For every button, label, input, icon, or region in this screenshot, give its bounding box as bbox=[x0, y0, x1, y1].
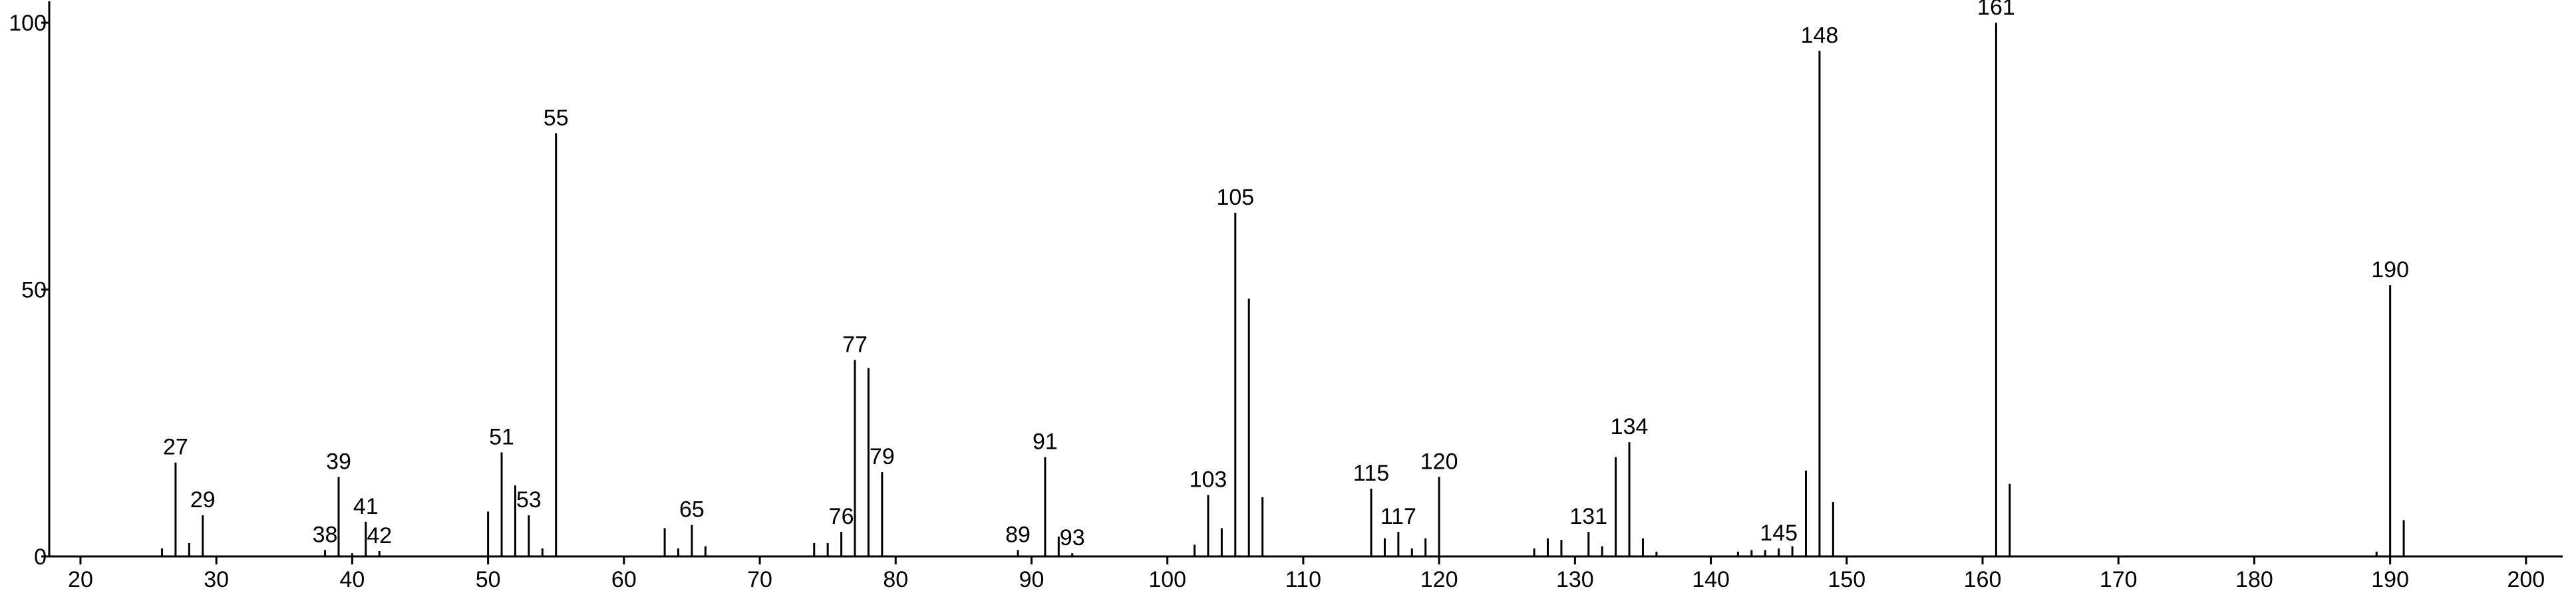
x-tick-label: 180 bbox=[2235, 567, 2273, 592]
y-tick-label: 0 bbox=[34, 544, 47, 570]
peak-label: 29 bbox=[190, 487, 216, 513]
peak-label: 190 bbox=[2371, 257, 2409, 283]
x-tick-label: 100 bbox=[1148, 567, 1186, 592]
x-tick-label: 200 bbox=[2507, 567, 2545, 592]
x-tick-label: 60 bbox=[611, 567, 637, 592]
peak-label: 41 bbox=[353, 494, 379, 519]
x-tick-label: 170 bbox=[2100, 567, 2138, 592]
x-tick-label: 30 bbox=[204, 567, 229, 592]
peak-label: 27 bbox=[163, 435, 188, 460]
x-tick-label: 50 bbox=[476, 567, 501, 592]
peak-label: 65 bbox=[679, 497, 705, 523]
x-tick-label: 140 bbox=[1692, 567, 1730, 592]
x-tick-label: 40 bbox=[339, 567, 365, 592]
peak-label: 103 bbox=[1190, 467, 1227, 493]
x-tick-label: 190 bbox=[2371, 567, 2409, 592]
x-tick-label: 20 bbox=[68, 567, 93, 592]
peak-label: 120 bbox=[1420, 449, 1458, 474]
peak-label: 105 bbox=[1216, 185, 1254, 210]
peak-label: 51 bbox=[489, 424, 514, 449]
peak-label: 93 bbox=[1060, 525, 1085, 550]
peak-label: 145 bbox=[1760, 521, 1798, 546]
x-tick-label: 150 bbox=[1828, 567, 1865, 592]
peak-label: 76 bbox=[829, 504, 854, 529]
x-tick-label: 110 bbox=[1285, 567, 1321, 592]
peak-label: 42 bbox=[367, 523, 392, 548]
peak-label: 55 bbox=[544, 105, 569, 130]
x-tick-label: 90 bbox=[1019, 567, 1045, 592]
peak-label: 79 bbox=[870, 444, 895, 469]
peak-label: 39 bbox=[326, 449, 351, 474]
peak-label: 91 bbox=[1033, 429, 1058, 455]
x-tick-label: 70 bbox=[747, 567, 772, 592]
peak-label: 117 bbox=[1380, 504, 1416, 529]
peak-label: 148 bbox=[1801, 23, 1839, 49]
x-tick-label: 120 bbox=[1420, 567, 1458, 592]
y-tick-label: 100 bbox=[9, 11, 47, 36]
peak-label: 134 bbox=[1611, 414, 1649, 439]
peak-label: 53 bbox=[516, 487, 542, 513]
peak-label: 77 bbox=[842, 332, 868, 358]
peak-label: 38 bbox=[313, 522, 338, 547]
x-tick-label: 130 bbox=[1556, 567, 1594, 592]
peak-label: 115 bbox=[1353, 461, 1389, 486]
peak-label: 89 bbox=[1005, 522, 1031, 547]
x-tick-label: 80 bbox=[883, 567, 908, 592]
peak-label: 161 bbox=[1977, 0, 2015, 20]
y-tick-label: 50 bbox=[21, 278, 47, 303]
x-tick-label: 160 bbox=[1964, 567, 2002, 592]
peak-label: 131 bbox=[1569, 504, 1607, 529]
